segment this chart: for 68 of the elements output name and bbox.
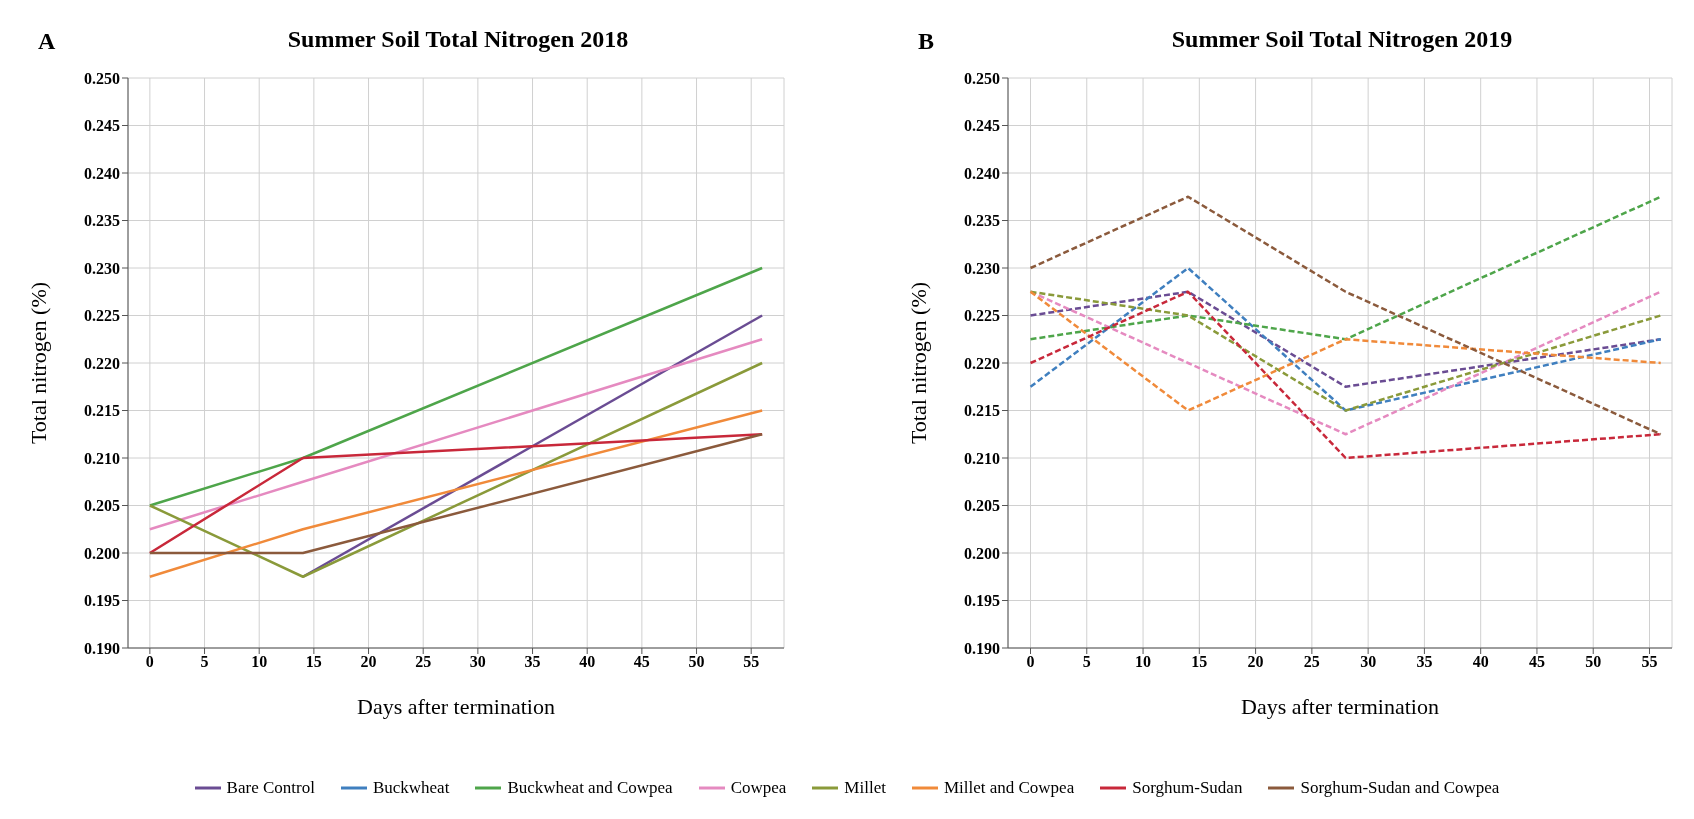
y-tick-label: 0.235: [84, 212, 120, 230]
x-tick-label: 15: [1191, 653, 1208, 671]
y-tick-label: 0.200: [964, 544, 1000, 562]
x-tick-label: 25: [415, 653, 432, 671]
x-tick-label: 50: [1585, 653, 1602, 671]
line-series: [1029, 195, 1662, 436]
x-tick-label: 40: [1472, 653, 1489, 671]
y-tick-label: 0.225: [964, 307, 1000, 325]
x-tick-label: 5: [200, 653, 209, 671]
x-tick-label: 0: [1026, 653, 1035, 671]
y-tick-label: 0.245: [84, 117, 120, 135]
y-tick-label: 0.225: [84, 307, 120, 325]
legend-label: Sorghum-Sudan and Cowpea: [1299, 778, 1500, 798]
x-tick-label: 10: [1135, 653, 1152, 671]
x-tick-label: 45: [633, 653, 650, 671]
y-tick-label: 0.195: [84, 592, 120, 610]
x-tick-label: 25: [1303, 653, 1320, 671]
y-tick-label: 0.215: [84, 402, 120, 420]
x-tick-label: 15: [305, 653, 322, 671]
y-tick-label: 0.215: [964, 402, 1000, 420]
y-tick-label: 0.210: [964, 449, 1000, 467]
x-tick-label: 55: [743, 653, 760, 671]
y-tick-label: 0.230: [84, 259, 120, 277]
y-tick-label: 0.200: [84, 544, 120, 562]
y-axis-title: Total nitrogen (%): [905, 281, 931, 445]
x-tick-label: 55: [1641, 653, 1658, 671]
y-tick-label: 0.250: [964, 69, 1000, 87]
y-tick-label: 0.235: [964, 212, 1000, 230]
y-tick-label: 0.220: [84, 354, 120, 372]
x-tick-label: 45: [1528, 653, 1545, 671]
chart-title: Summer Soil Total Nitrogen 2019: [1170, 26, 1514, 53]
y-tick-label: 0.195: [964, 592, 1000, 610]
x-tick-label: 20: [1247, 653, 1264, 671]
legend-label: Buckwheat: [371, 778, 450, 798]
legend-label: Millet and Cowpea: [942, 778, 1075, 798]
chart-title: Summer Soil Total Nitrogen 2018: [286, 26, 630, 53]
legend-label: Bare Control: [225, 778, 315, 798]
x-tick-label: 35: [1416, 653, 1433, 671]
y-axis-title: Total nitrogen (%): [25, 281, 51, 445]
y-tick-label: 0.250: [84, 69, 120, 87]
y-tick-label: 0.205: [964, 497, 1000, 515]
y-tick-label: 0.230: [964, 259, 1000, 277]
x-axis-title: Days after termination: [357, 694, 555, 719]
x-tick-label: 35: [524, 653, 541, 671]
y-tick-label: 0.240: [84, 164, 120, 182]
y-tick-label: 0.210: [84, 449, 120, 467]
x-tick-label: 10: [251, 653, 268, 671]
legend-label: Cowpea: [729, 778, 787, 798]
legend-label: Sorghum-Sudan: [1131, 778, 1243, 798]
x-tick-label: 0: [145, 653, 154, 671]
y-tick-label: 0.190: [964, 639, 1000, 657]
y-tick-label: 0.205: [84, 497, 120, 515]
x-tick-label: 30: [469, 653, 486, 671]
legend-label: Buckwheat and Cowpea: [506, 778, 673, 798]
x-tick-label: 40: [579, 653, 596, 671]
y-tick-label: 0.220: [964, 354, 1000, 372]
x-axis-title: Days after termination: [1241, 694, 1439, 719]
x-tick-label: 5: [1082, 653, 1091, 671]
y-tick-label: 0.190: [84, 639, 120, 657]
text: B: [918, 28, 935, 55]
x-tick-label: 30: [1360, 653, 1377, 671]
text: A: [38, 28, 56, 55]
y-tick-label: 0.245: [964, 117, 1000, 135]
y-tick-label: 0.240: [964, 164, 1000, 182]
legend-label: Millet: [843, 778, 886, 798]
x-tick-label: 50: [688, 653, 705, 671]
line-series: [1029, 266, 1662, 412]
x-tick-label: 20: [360, 653, 377, 671]
